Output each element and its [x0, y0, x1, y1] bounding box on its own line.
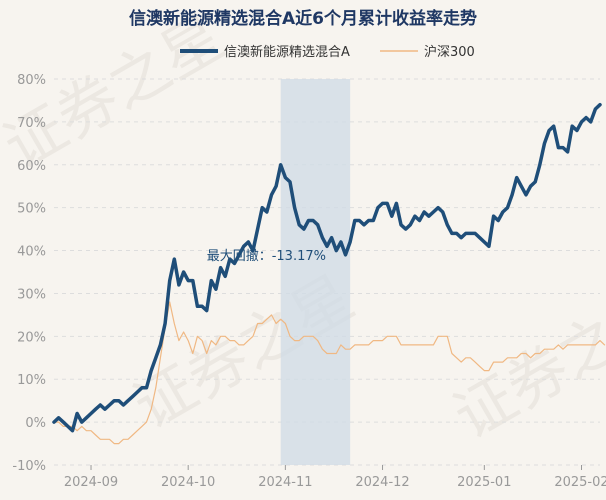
y-tick-label: 60%	[17, 159, 46, 174]
x-tick-label: 2024-11	[258, 475, 312, 490]
series-line-fund	[52, 102, 602, 433]
y-tick-label: 20%	[17, 330, 46, 345]
y-tick-label: 10%	[17, 373, 46, 388]
legend: 信澳新能源精选混合A 沪深300	[180, 44, 475, 60]
drawdown-shade	[280, 79, 351, 465]
legend-label-index: 沪深300	[424, 44, 475, 60]
y-tick-label: 30%	[17, 287, 46, 302]
chart-title: 信澳新能源精选混合A近6个月累计收益率走势	[129, 8, 477, 29]
max-drawdown-annotation: 最大回撤：-13.17%	[207, 248, 326, 264]
y-tick-label: 70%	[17, 116, 46, 131]
x-axis-ticks: 2024-09 2024-10 2024-11 2024-12 2025-01 2025-…	[64, 465, 606, 490]
x-tick-label: 2025-02	[554, 475, 606, 490]
x-tick-label: 2024-12	[355, 475, 409, 490]
y-tick-label: -10%	[12, 459, 46, 474]
x-tick-label: 2024-09	[64, 475, 118, 490]
y-tick-label: 40%	[17, 245, 46, 260]
drawdown-band	[280, 79, 351, 465]
y-axis-ticks: 80% 70% 60% 50% 40% 30% 20% 10% 0% -10%	[12, 73, 46, 474]
series-line-index	[53, 301, 606, 445]
y-tick-label: 80%	[17, 73, 46, 88]
watermark-text: 证券之星	[0, 2, 235, 183]
x-tick-label: 2025-01	[457, 475, 511, 490]
x-tick-label: 2024-10	[161, 475, 215, 490]
y-tick-label: 50%	[17, 202, 46, 217]
series-lines	[52, 102, 606, 445]
watermark-text: 证券之星	[443, 272, 606, 453]
y-tick-label: 0%	[25, 416, 46, 431]
legend-label-fund: 信澳新能源精选混合A	[224, 44, 350, 60]
